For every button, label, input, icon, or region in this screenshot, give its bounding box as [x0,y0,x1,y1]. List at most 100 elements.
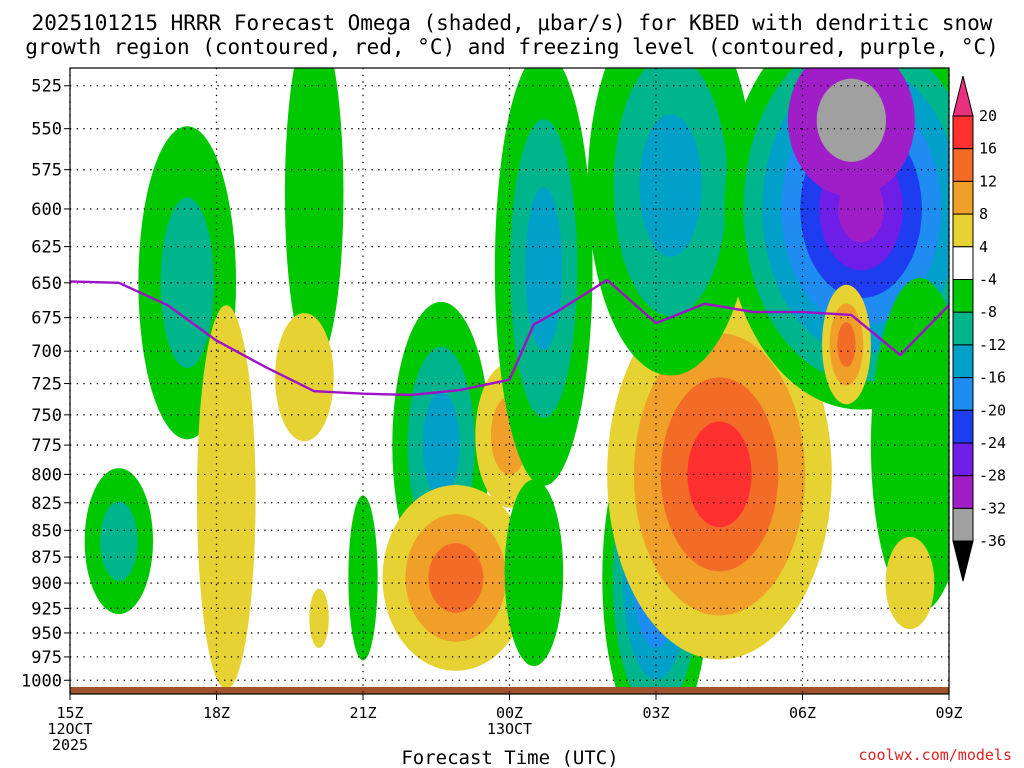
colorbar-segment-7 [952,311,974,346]
omega-contour-6-level-4 [309,588,329,648]
y-tick-label-725: 725 [31,375,62,395]
chart-title-line-2: growth region (contoured, red, °C) and f… [25,35,999,59]
colorbar-top-arrow [952,75,974,117]
omega-contour-11-level-neg12 [525,187,562,350]
x-tick-label-09Z: 09Z [935,704,962,722]
y-tick-label-750: 750 [31,406,62,426]
x-tick-sublabel-12OCT: 12OCT [47,720,92,738]
omega-contour-5-level-4 [196,305,256,690]
y-tick-label-700: 700 [31,342,62,362]
y-tick-label-800: 800 [31,465,62,485]
omega-cell-6 [309,588,329,648]
freezing-level-line [70,278,949,397]
y-tick-label-925: 925 [31,599,62,619]
omega-cell-4 [275,313,334,442]
omega-cell-21 [885,536,935,630]
colorbar-segment-6 [952,279,974,313]
x-axis-title: Forecast Time (UTC) [401,747,618,768]
omega-cell-11 [494,68,593,486]
colorbar-label-16: 16 [979,140,997,158]
colorbar-label-8: 8 [979,205,988,223]
colorbar-label-neg12: -12 [979,336,1006,354]
omega-cell-20 [822,284,871,405]
y-tick-label-825: 825 [31,494,62,514]
colorbar-label-neg16: -16 [979,369,1006,387]
omega-contour-20-level-12 [837,322,856,367]
colorbar-segment-5 [952,246,974,281]
omega-contour-16-level-neg12 [639,114,702,257]
credit-text: coolwx.com/models [858,746,1012,764]
omega-shading [84,68,949,694]
y-tick-label-900: 900 [31,574,62,594]
omega-cell-15 [607,289,832,660]
omega-contour-15-level-16 [687,421,752,528]
y-tick-label-550: 550 [31,120,62,140]
colorbar-bottom-arrow [952,540,974,582]
x-tick-label-21Z: 21Z [349,704,376,722]
colorbar-label-neg36: -36 [979,532,1006,550]
omega-contour-19-level-neg4 [870,278,949,613]
x-tick-sublabel-13OCT: 13OCT [487,720,532,738]
y-tick-label-650: 650 [31,274,62,294]
colorbar-label-neg4: -4 [979,271,997,289]
omega-contour-1-level-neg8 [100,501,138,581]
omega-cell-18 [787,68,915,197]
omega-contour-9-level-12 [428,543,484,613]
omega-cell-19 [870,278,949,613]
freezing-level-series [70,278,949,397]
omega-cell-3 [284,68,344,366]
x-tick-sublabel-2025: 2025 [52,736,88,754]
ground-strip [70,687,949,694]
y-tick-label-1000: 1000 [21,671,62,691]
colorbar-label-4: 4 [979,238,988,256]
y-tick-label-525: 525 [31,77,62,97]
x-tick-label-03Z: 03Z [642,704,669,722]
colorbar-segment-13 [952,507,974,542]
colorbar-segment-3 [952,180,974,215]
x-tick-label-06Z: 06Z [789,704,816,722]
colorbar-segment-8 [952,344,974,379]
colorbar-label-neg8: -8 [979,303,997,321]
colorbar-label-12: 12 [979,172,997,190]
colorbar-segment-4 [952,213,974,248]
x-tick-label-15Z: 15Z [56,704,83,722]
omega-cell-1 [84,468,154,615]
y-tick-label-600: 600 [31,200,62,220]
y-tick-label-950: 950 [31,624,62,644]
omega-contour-21-level-4 [885,536,935,630]
colorbar-segment-1 [952,115,974,150]
omega-contour-12-level-neg4 [504,479,564,667]
omega-contour-2-level-neg8 [160,197,214,369]
y-tick-label-975: 975 [31,648,62,668]
y-tick-label-575: 575 [31,161,62,181]
y-tick-label-850: 850 [31,521,62,541]
colorbar-label-neg20: -20 [979,401,1006,419]
chart-title: 2025101215 HRRR Forecast Omega (shaded, … [25,11,999,59]
omega-colorbar: 20 16 12 8 4 -4 -8 -12 -16 -20 -24 -28 -32 -36 [952,75,1006,582]
x-tick-label-00Z: 00Z [496,704,523,722]
omega-cell-5 [196,305,256,690]
colorbar-segment-10 [952,409,974,444]
colorbar-segment-12 [952,475,974,509]
colorbar-label-neg24: -24 [979,434,1006,452]
y-tick-label-625: 625 [31,238,62,258]
colorbar-segment-9 [952,377,974,411]
omega-contour-3-level-neg4 [284,68,344,366]
y-axis: 525 550 575 600 625 650 675 700 725 750 775 800 825 8… [21,77,70,691]
chart-title-line-1: 2025101215 HRRR Forecast Omega (shaded, … [32,11,993,35]
colorbar-label-neg32: -32 [979,499,1006,517]
omega-contour-4-level-4 [275,313,334,442]
omega-cell-9 [382,485,530,671]
omega-cell-12 [504,479,564,667]
omega-contour-18-level-neg32 [816,78,886,162]
omega-contour-8-level-neg12 [422,391,460,499]
x-tick-label-18Z: 18Z [203,704,230,722]
colorbar-label-20: 20 [979,107,997,125]
colorbar-segment-2 [952,148,974,182]
colorbar-label-neg28: -28 [979,467,1006,485]
y-tick-label-675: 675 [31,309,62,329]
y-tick-label-875: 875 [31,548,62,568]
y-tick-label-775: 775 [31,436,62,456]
